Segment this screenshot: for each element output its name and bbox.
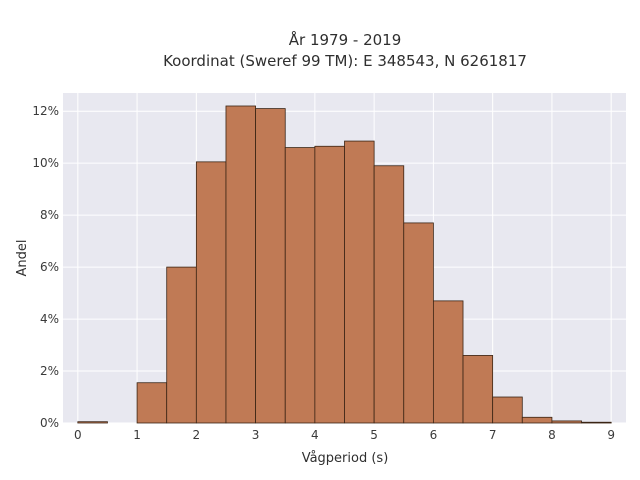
chart-title-line-1: År 1979 - 2019 <box>289 30 402 49</box>
x-axis-label: Vågperiod (s) <box>302 451 389 466</box>
histogram-bar <box>225 105 257 424</box>
x-axis-ticks: 0 1 2 3 4 5 6 7 8 9 <box>74 428 615 442</box>
histogram-bar <box>314 145 345 424</box>
y-tick-label: 8% <box>40 208 59 222</box>
y-axis-label: Andel <box>15 240 30 277</box>
x-tick-label: 6 <box>430 428 438 442</box>
histogram-bar <box>344 140 375 424</box>
histogram-bar <box>195 161 227 424</box>
x-tick-label: 2 <box>193 428 201 442</box>
x-tick-label: 5 <box>370 428 378 442</box>
x-tick-label: 8 <box>548 428 556 442</box>
histogram-bar <box>551 420 582 424</box>
histogram-bar <box>521 416 553 424</box>
histogram-bar <box>492 396 523 424</box>
y-tick-label: 2% <box>40 364 59 378</box>
histogram-bar <box>462 355 494 424</box>
y-tick-label: 6% <box>40 260 59 274</box>
histogram-bar <box>373 165 405 424</box>
histogram-bar <box>166 266 197 424</box>
histogram-bar <box>284 147 316 424</box>
x-tick-label: 1 <box>133 428 141 442</box>
x-tick-label: 9 <box>607 428 615 442</box>
bars-group <box>77 105 612 424</box>
histogram-bar <box>581 421 612 424</box>
histogram-bar <box>432 300 464 424</box>
y-tick-label: 10% <box>32 156 59 170</box>
x-tick-label: 0 <box>74 428 82 442</box>
x-tick-label: 4 <box>311 428 319 442</box>
histogram-bar <box>255 108 286 424</box>
histogram-bar <box>136 382 168 424</box>
y-axis-ticks: 0% 2% 4% 6% 8% 10% 12% <box>32 104 59 430</box>
y-tick-label: 0% <box>40 416 59 430</box>
y-tick-label: 4% <box>40 312 59 326</box>
chart-title-line-2: Koordinat (Sweref 99 TM): E 348543, N 62… <box>163 52 527 70</box>
histogram-bar <box>77 421 108 424</box>
histogram-bar <box>403 222 434 424</box>
x-tick-label: 3 <box>252 428 260 442</box>
x-tick-label: 7 <box>489 428 497 442</box>
y-tick-label: 12% <box>32 104 59 118</box>
